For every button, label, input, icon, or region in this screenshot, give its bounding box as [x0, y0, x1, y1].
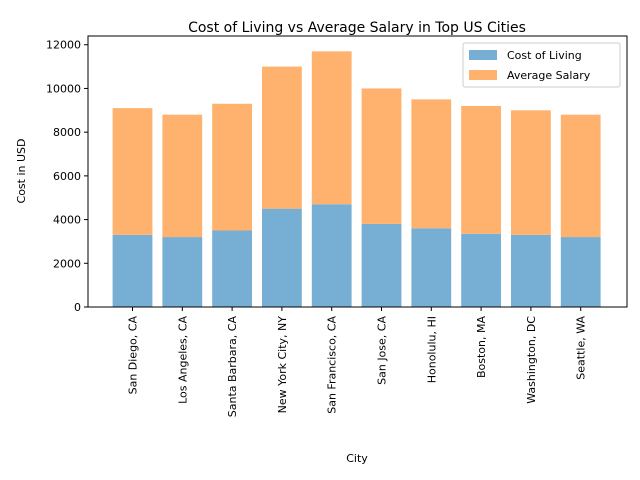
x-tick-label-9: Seattle, WA — [575, 316, 588, 380]
x-tick-label-2: Santa Barbara, CA — [226, 316, 239, 418]
legend-box — [462, 42, 621, 88]
bar-cost-of-living-8 — [511, 234, 551, 307]
chart-title: Cost of Living vs Average Salary in Top … — [188, 20, 526, 36]
bar-cost-of-living-1 — [162, 237, 203, 307]
bar-cost-of-living-4 — [311, 204, 352, 307]
bar-average-salary-9 — [560, 114, 601, 238]
legend: Cost of Living Average Salary — [462, 42, 621, 88]
bar-average-salary-7 — [461, 105, 501, 234]
bars-group — [112, 51, 601, 307]
y-tick-label-3: 6000 — [53, 170, 81, 183]
bar-cost-of-living-5 — [361, 223, 402, 307]
x-tick-label-1: Los Angeles, CA — [176, 316, 189, 404]
legend-swatch-1 — [469, 70, 497, 80]
x-tick-label-7: Boston, MA — [475, 316, 488, 379]
y-axis-label: Cost in USD — [15, 139, 28, 204]
y-tick-label-1: 2000 — [53, 257, 81, 270]
x-tick-label-8: Washington, DC — [525, 316, 538, 404]
bar-average-salary-4 — [311, 51, 352, 205]
x-tick-label-5: San Jose, CA — [376, 316, 389, 385]
x-tick-label-3: New York City, NY — [276, 316, 289, 414]
bar-average-salary-0 — [112, 108, 153, 235]
bar-average-salary-2 — [212, 103, 252, 231]
x-tick-label-4: San Francisco, CA — [326, 316, 339, 414]
x-axis-label: City — [346, 452, 368, 465]
bar-average-salary-1 — [162, 114, 203, 238]
bar-cost-of-living-9 — [560, 237, 601, 307]
y-tick-label-6: 12000 — [46, 39, 81, 52]
y-tick-label-2: 4000 — [53, 214, 81, 227]
bar-cost-of-living-7 — [461, 233, 501, 307]
y-tick-label-0: 0 — [74, 301, 81, 314]
legend-label-0: Cost of Living — [507, 49, 582, 62]
bar-cost-of-living-0 — [112, 234, 153, 307]
y-tick-label-4: 8000 — [53, 126, 81, 139]
bar-cost-of-living-6 — [411, 228, 452, 307]
y-tick-label-5: 10000 — [46, 82, 81, 95]
bar-cost-of-living-3 — [262, 208, 302, 307]
bar-average-salary-3 — [262, 66, 302, 209]
bar-cost-of-living-2 — [212, 230, 252, 307]
x-tick-label-0: San Diego, CA — [127, 316, 140, 395]
x-axis: San Diego, CA Los Angeles, CA Santa Barbar… — [127, 307, 588, 417]
bar-average-salary-5 — [361, 88, 402, 224]
plot-frame — [87, 35, 628, 308]
legend-label-1: Average Salary — [507, 69, 591, 82]
bar-average-salary-6 — [411, 99, 452, 229]
legend-swatch-0 — [469, 50, 497, 60]
x-tick-label-6: Honolulu, HI — [425, 316, 438, 383]
bar-average-salary-8 — [511, 110, 551, 235]
y-axis: 0 2000 4000 6000 8000 10000 12000 — [46, 39, 88, 314]
